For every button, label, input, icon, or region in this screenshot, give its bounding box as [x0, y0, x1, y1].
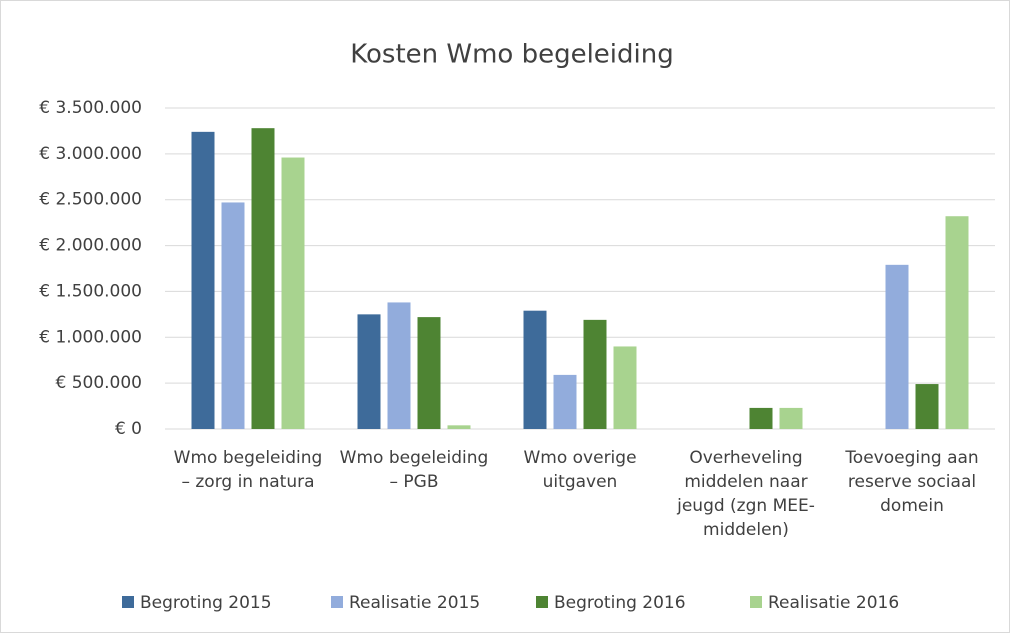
y-tick-label: € 3.500.000 [39, 98, 142, 118]
bar [915, 384, 939, 429]
x-tick-label: Wmo begeleiding – PGB [339, 448, 489, 492]
bar [523, 310, 547, 429]
y-tick-label: € 0 [115, 419, 142, 439]
x-tick-label: Toevoeging aan reserve sociaal domein [845, 448, 979, 516]
legend-label: Realisatie 2016 [768, 593, 899, 613]
legend-swatch [750, 596, 762, 608]
legend-swatch [122, 596, 134, 608]
chart-title: Kosten Wmo begeleiding [350, 40, 674, 70]
y-tick-label: € 1.000.000 [39, 327, 142, 347]
x-tick-label: Overheveling middelen naar jeugd (zgn ME… [677, 448, 815, 540]
bar [251, 128, 275, 430]
y-tick-label: € 2.000.000 [39, 236, 142, 256]
bar [613, 346, 637, 429]
bar [553, 374, 577, 429]
bar [221, 202, 245, 429]
y-tick-label: € 1.500.000 [39, 281, 142, 301]
bar [749, 407, 773, 429]
bar [417, 317, 441, 429]
legend-swatch [331, 596, 343, 608]
bar [885, 264, 909, 429]
bar [281, 157, 305, 430]
y-tick-label: € 500.000 [55, 373, 142, 393]
bar [191, 131, 215, 430]
bar [387, 302, 411, 429]
legend-label: Realisatie 2015 [349, 593, 480, 613]
legend-label: Begroting 2015 [140, 593, 272, 613]
legend-label: Begroting 2016 [554, 593, 686, 613]
x-tick-label: Wmo overige uitgaven [523, 448, 637, 492]
x-tick-label: Wmo begeleiding – zorg in natura [173, 448, 323, 492]
y-tick-label: € 2.500.000 [39, 190, 142, 210]
bar [779, 407, 803, 429]
bar [583, 319, 607, 429]
legend-swatch [536, 596, 548, 608]
bar [357, 314, 381, 429]
y-tick-label: € 3.000.000 [39, 144, 142, 164]
bar [945, 216, 969, 429]
bar [447, 425, 471, 429]
